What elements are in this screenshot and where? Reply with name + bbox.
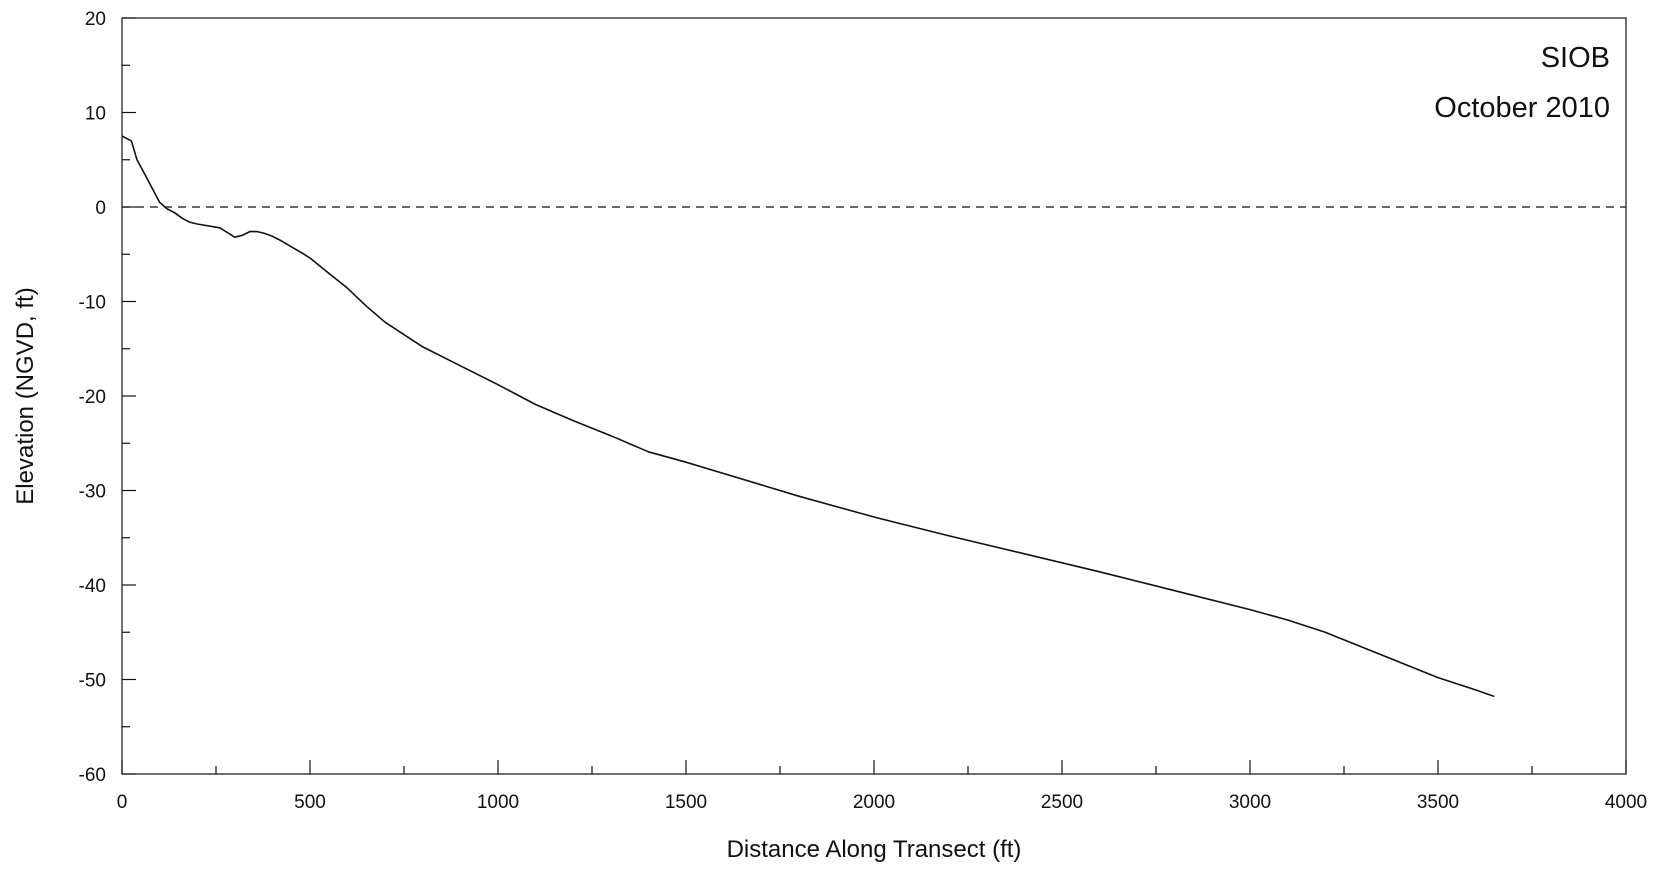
y-tick-label: -60	[79, 765, 106, 786]
x-tick-label: 1500	[665, 792, 707, 813]
x-tick-label: 3500	[1417, 792, 1459, 813]
y-axis-label: Elevation (NGVD, ft)	[12, 287, 39, 504]
y-tick-label: 20	[85, 9, 106, 30]
y-tick-label: -20	[79, 387, 106, 408]
y-tick-label: 0	[95, 198, 106, 219]
x-tick-label: 1000	[477, 792, 519, 813]
tick-labels: 0 500 1000 1500 2000 2500 3000 3500 4000 -60 -50 -4…	[79, 9, 1648, 813]
y-tick-label: -40	[79, 576, 106, 597]
chart-title: SIOB	[1541, 42, 1610, 74]
x-axis-label: Distance Along Transect (ft)	[727, 836, 1022, 863]
y-tick-label: -10	[79, 293, 106, 314]
y-tick-label: -30	[79, 482, 106, 503]
series-layer	[121, 135, 1626, 698]
chart-subtitle: October 2010	[1434, 92, 1610, 124]
axis-ticks	[121, 17, 1627, 775]
y-tick-label: 10	[85, 104, 106, 125]
x-tick-label: 0	[117, 792, 128, 813]
x-tick-label: 2000	[853, 792, 895, 813]
profile-line	[121, 135, 1495, 698]
x-tick-label: 500	[294, 792, 326, 813]
plot-frame	[121, 17, 1627, 775]
x-tick-label: 2500	[1041, 792, 1083, 813]
x-tick-label: 3000	[1229, 792, 1271, 813]
y-tick-label: -50	[79, 671, 106, 692]
x-tick-label: 4000	[1605, 792, 1647, 813]
